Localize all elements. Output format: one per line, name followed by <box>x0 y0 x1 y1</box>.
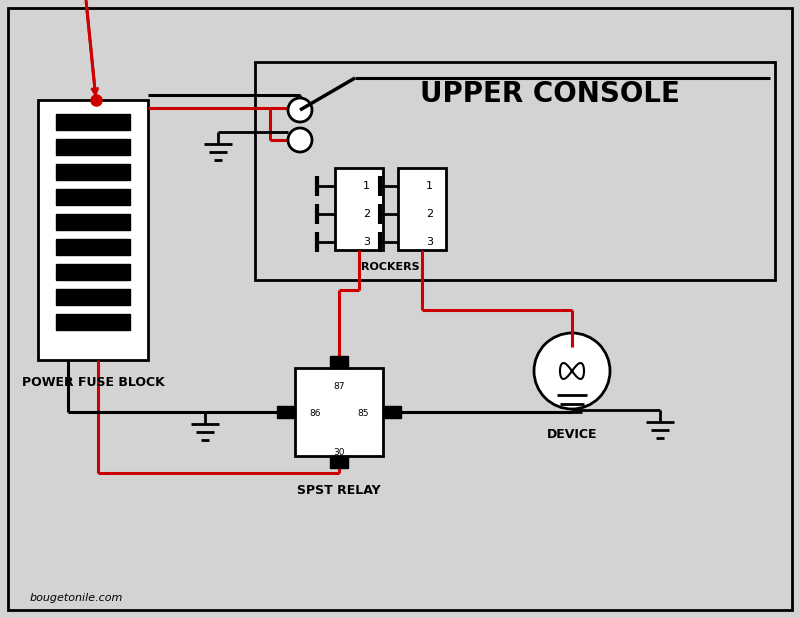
Circle shape <box>534 333 610 409</box>
Text: 1: 1 <box>362 181 370 191</box>
Text: POWER FUSE BLOCK: POWER FUSE BLOCK <box>22 376 164 389</box>
Text: 3: 3 <box>426 237 433 247</box>
Text: 1: 1 <box>426 181 433 191</box>
Bar <box>330 456 348 468</box>
Bar <box>277 406 295 418</box>
Text: ROCKERS: ROCKERS <box>361 262 420 272</box>
Text: bougetonile.com: bougetonile.com <box>30 593 123 603</box>
Bar <box>56 114 130 130</box>
Bar <box>255 62 775 280</box>
Bar <box>56 164 130 180</box>
Bar <box>295 368 383 456</box>
Bar <box>56 214 130 230</box>
Text: 3: 3 <box>362 237 370 247</box>
Bar <box>330 356 348 368</box>
Text: 2: 2 <box>362 209 370 219</box>
Text: 85: 85 <box>358 410 369 418</box>
Text: DEVICE: DEVICE <box>546 428 598 441</box>
Bar <box>56 314 130 330</box>
Bar <box>56 139 130 155</box>
Bar <box>56 189 130 205</box>
Text: 87: 87 <box>334 382 345 391</box>
Bar <box>56 289 130 305</box>
Bar <box>56 239 130 255</box>
Text: SPST RELAY: SPST RELAY <box>297 484 381 497</box>
Bar <box>56 264 130 280</box>
Bar <box>335 168 383 250</box>
Bar <box>383 406 401 418</box>
Circle shape <box>288 98 312 122</box>
Text: 30: 30 <box>334 448 345 457</box>
Circle shape <box>288 128 312 152</box>
Bar <box>38 100 148 360</box>
Bar <box>398 168 446 250</box>
Text: 2: 2 <box>426 209 433 219</box>
Text: UPPER CONSOLE: UPPER CONSOLE <box>420 80 680 108</box>
Text: 86: 86 <box>309 410 321 418</box>
